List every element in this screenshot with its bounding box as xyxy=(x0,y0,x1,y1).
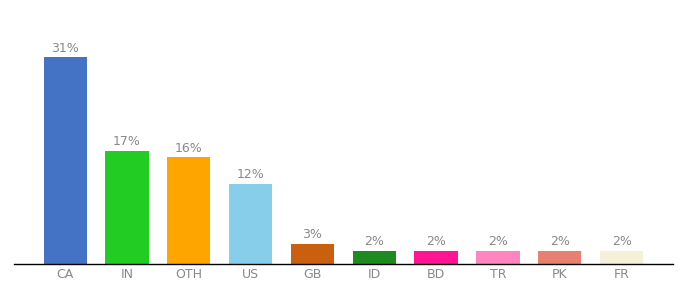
Text: 2%: 2% xyxy=(550,235,570,248)
Bar xyxy=(600,251,643,264)
Bar xyxy=(353,251,396,264)
Bar xyxy=(167,157,211,264)
Text: 2%: 2% xyxy=(364,235,384,248)
Text: 31%: 31% xyxy=(52,42,79,55)
Text: 3%: 3% xyxy=(303,228,322,241)
Text: 2%: 2% xyxy=(426,235,446,248)
Text: 2%: 2% xyxy=(488,235,508,248)
Text: 2%: 2% xyxy=(611,235,632,248)
Bar xyxy=(291,244,334,264)
Bar xyxy=(415,251,458,264)
Bar xyxy=(105,151,149,264)
Bar xyxy=(538,251,581,264)
Text: 16%: 16% xyxy=(175,142,203,155)
Text: 12%: 12% xyxy=(237,168,265,181)
Bar xyxy=(476,251,520,264)
Bar xyxy=(44,57,87,264)
Text: 17%: 17% xyxy=(113,135,141,148)
Bar xyxy=(229,184,272,264)
